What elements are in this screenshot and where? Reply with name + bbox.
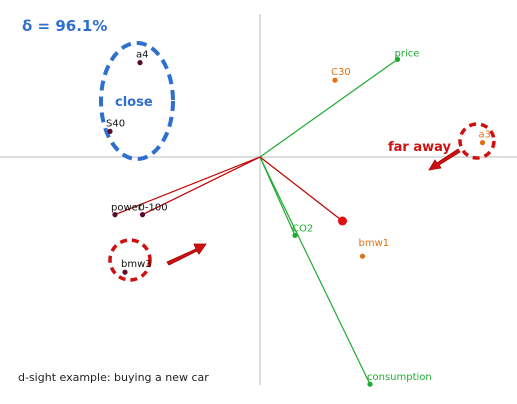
criterion-axis-co2 [259, 156, 296, 236]
close-annotation: close [115, 95, 153, 110]
arrow-from-a3 [428, 148, 461, 171]
close-group-ellipse [99, 41, 175, 161]
a3-highlight-circle [458, 122, 496, 160]
chart-title: δ = 96.1% [22, 17, 107, 35]
alternative-point-0-100 [139, 212, 146, 218]
alternative-point-a3 [479, 140, 486, 146]
alternative-label-a3: a3 [479, 130, 492, 141]
criterion-axis-price [259, 58, 398, 158]
criterion-axis-0-100 [142, 156, 261, 216]
far-away-annotation: far away [388, 140, 452, 155]
decision-stick-line [259, 156, 343, 222]
alternative-label-bmw1: bmw1 [359, 238, 390, 249]
alternative-point-s40 [107, 128, 113, 134]
alternative-label-0-100: 0-100 [139, 203, 168, 214]
alternative-point-power [112, 212, 118, 218]
criterion-point-price [394, 56, 401, 63]
criterion-label-co2: CO2 [292, 223, 313, 234]
criterion-point-co2 [292, 232, 298, 238]
alternative-label-bmw3: bmw3 [121, 259, 152, 270]
alternative-point-a4 [137, 60, 143, 66]
criterion-point-consumption [367, 381, 373, 387]
alternative-point-c30 [332, 77, 338, 83]
criterion-label-price: price [395, 48, 420, 59]
alternative-label-a4: a4 [136, 50, 149, 61]
criterion-axis-consumption [259, 156, 371, 385]
criterion-label-consumption: consumption [367, 372, 432, 383]
alternative-label-c30: C30 [331, 67, 351, 78]
alternative-label-power: power [111, 203, 143, 214]
bmw3-highlight-circle [108, 238, 152, 282]
decision-stick-point [338, 216, 347, 226]
arrow-toward-center [166, 243, 207, 266]
criterion-axis-power [114, 156, 261, 216]
alternative-label-s40: S40 [106, 118, 125, 129]
alternative-point-bmw1 [359, 253, 366, 259]
chart-caption: d-sight example: buying a new car [18, 371, 209, 384]
alternative-point-bmw3 [122, 269, 128, 275]
